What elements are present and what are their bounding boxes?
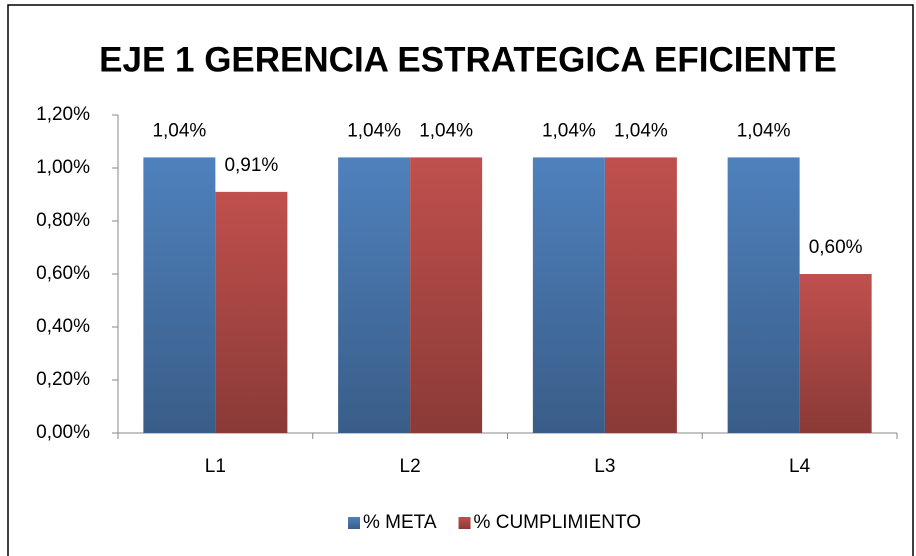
bar: [143, 157, 216, 433]
y-tick-label: 0,60%: [36, 263, 90, 284]
x-tick-label: L3: [594, 456, 615, 477]
y-tick-label: 0,20%: [36, 369, 90, 390]
x-tick-label: L4: [789, 456, 811, 477]
data-label: 1,04%: [347, 120, 401, 141]
x-tick-label: L1: [205, 456, 226, 477]
data-label: 1,04%: [737, 120, 791, 141]
chart-title: EJE 1 GERENCIA ESTRATEGICA EFICIENTE: [99, 40, 837, 79]
y-tick-label: 0,00%: [36, 422, 90, 443]
y-tick-label: 0,80%: [36, 210, 90, 231]
bar: [215, 191, 288, 433]
bar: [338, 157, 411, 433]
bar: [799, 274, 872, 433]
bar: [410, 157, 483, 433]
data-label: 1,04%: [542, 120, 596, 141]
y-tick-label: 0,40%: [36, 316, 90, 337]
data-label: 0,91%: [224, 155, 278, 176]
y-tick-label: 1,00%: [36, 157, 90, 178]
bar: [532, 157, 605, 433]
legend-swatch: [458, 517, 471, 529]
y-tick-label: 1,20%: [36, 104, 90, 125]
data-label: 1,04%: [419, 120, 473, 141]
data-label: 0,60%: [809, 237, 863, 258]
bar: [727, 157, 800, 433]
x-tick-label: L2: [400, 456, 421, 477]
legend-swatch: [348, 517, 360, 529]
bar: [604, 157, 677, 433]
legend-label: % CUMPLIMIENTO: [474, 512, 642, 533]
data-label: 1,04%: [152, 120, 206, 141]
data-label: 1,04%: [614, 120, 668, 141]
legend-label: % META: [363, 512, 437, 533]
